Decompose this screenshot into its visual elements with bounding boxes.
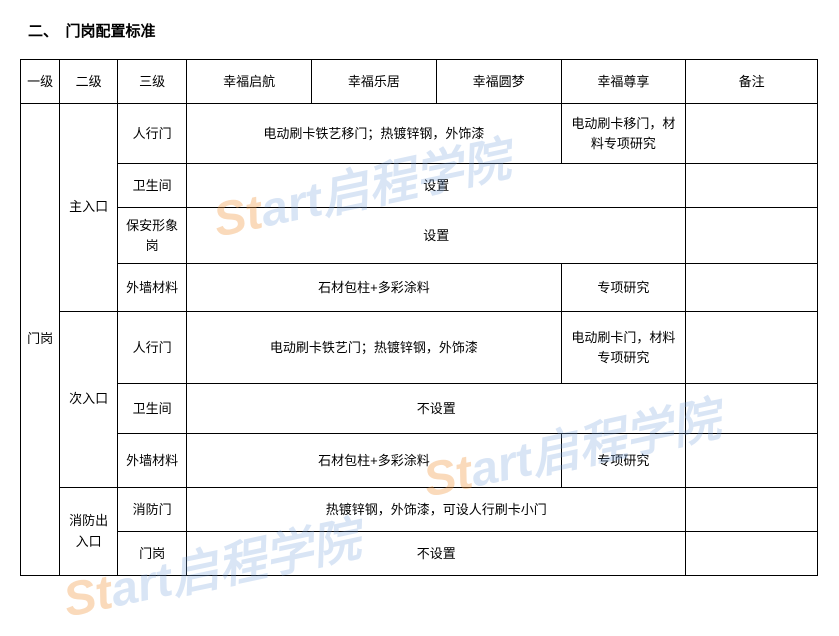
cell-remark xyxy=(686,488,818,532)
cell-remark xyxy=(686,312,818,384)
cell-l3: 消防门 xyxy=(118,488,187,532)
table-row: 外墙材料 石材包柱+多彩涂料 专项研究 xyxy=(21,434,818,488)
cell-l2: 主入口 xyxy=(60,104,118,312)
cell-merged: 设置 xyxy=(187,164,686,208)
cell-opt4: 电动刷卡门，材料专项研究 xyxy=(561,312,686,384)
cell-remark xyxy=(686,264,818,312)
cell-remark xyxy=(686,532,818,576)
table-row: 卫生间 不设置 xyxy=(21,384,818,434)
table-row: 次入口 人行门 电动刷卡铁艺门；热镀锌钢，外饰漆 电动刷卡门，材料专项研究 xyxy=(21,312,818,384)
cell-remark xyxy=(686,208,818,264)
cell-merged: 石材包柱+多彩涂料 xyxy=(187,434,561,488)
cell-l3: 卫生间 xyxy=(118,164,187,208)
table-row: 消防出入口 消防门 热镀锌钢，外饰漆，可设人行刷卡小门 xyxy=(21,488,818,532)
cell-l1: 门岗 xyxy=(21,104,60,576)
cell-l2: 次入口 xyxy=(60,312,118,488)
table-row: 保安形象岗 设置 xyxy=(21,208,818,264)
header-opt2: 幸福乐居 xyxy=(312,60,437,104)
cell-l2: 消防出入口 xyxy=(60,488,118,576)
table-row: 门岗 主入口 人行门 电动刷卡铁艺移门；热镀锌钢，外饰漆 电动刷卡移门，材料专项… xyxy=(21,104,818,164)
header-row: 一级 二级 三级 幸福启航 幸福乐居 幸福圆梦 幸福尊享 备注 xyxy=(21,60,818,104)
cell-opt4: 专项研究 xyxy=(561,434,686,488)
cell-l3: 外墙材料 xyxy=(118,264,187,312)
header-opt4: 幸福尊享 xyxy=(561,60,686,104)
header-l2: 二级 xyxy=(60,60,118,104)
cell-remark xyxy=(686,164,818,208)
cell-merged: 电动刷卡铁艺移门；热镀锌钢，外饰漆 xyxy=(187,104,561,164)
l1-text: 门岗 xyxy=(25,329,55,350)
cell-l3: 保安形象岗 xyxy=(118,208,187,264)
table-row: 外墙材料 石材包柱+多彩涂料 专项研究 xyxy=(21,264,818,312)
cell-merged: 热镀锌钢，外饰漆，可设人行刷卡小门 xyxy=(187,488,686,532)
cell-l3: 卫生间 xyxy=(118,384,187,434)
cell-l3: 门岗 xyxy=(118,532,187,576)
cell-l3: 外墙材料 xyxy=(118,434,187,488)
cell-merged: 不设置 xyxy=(187,532,686,576)
l2-text: 消防出入口 xyxy=(64,511,113,553)
cell-merged: 设置 xyxy=(187,208,686,264)
header-l3: 三级 xyxy=(118,60,187,104)
cell-remark xyxy=(686,434,818,488)
cell-merged: 不设置 xyxy=(187,384,686,434)
cell-merged: 石材包柱+多彩涂料 xyxy=(187,264,561,312)
header-l1: 一级 xyxy=(21,60,60,104)
l2-text: 主入口 xyxy=(64,197,113,218)
cell-remark xyxy=(686,384,818,434)
header-opt1: 幸福启航 xyxy=(187,60,312,104)
cell-remark xyxy=(686,104,818,164)
cell-opt4: 电动刷卡移门，材料专项研究 xyxy=(561,104,686,164)
table-row: 卫生间 设置 xyxy=(21,164,818,208)
header-opt3: 幸福圆梦 xyxy=(436,60,561,104)
cell-l3: 人行门 xyxy=(118,312,187,384)
cell-opt4: 专项研究 xyxy=(561,264,686,312)
section-title: 二、 门岗配置标准 xyxy=(28,20,819,41)
l2-text: 次入口 xyxy=(64,389,113,410)
header-remark: 备注 xyxy=(686,60,818,104)
config-table: 一级 二级 三级 幸福启航 幸福乐居 幸福圆梦 幸福尊享 备注 门岗 主入口 人… xyxy=(20,59,818,576)
table-row: 门岗 不设置 xyxy=(21,532,818,576)
cell-merged: 电动刷卡铁艺门；热镀锌钢，外饰漆 xyxy=(187,312,561,384)
cell-l3: 人行门 xyxy=(118,104,187,164)
